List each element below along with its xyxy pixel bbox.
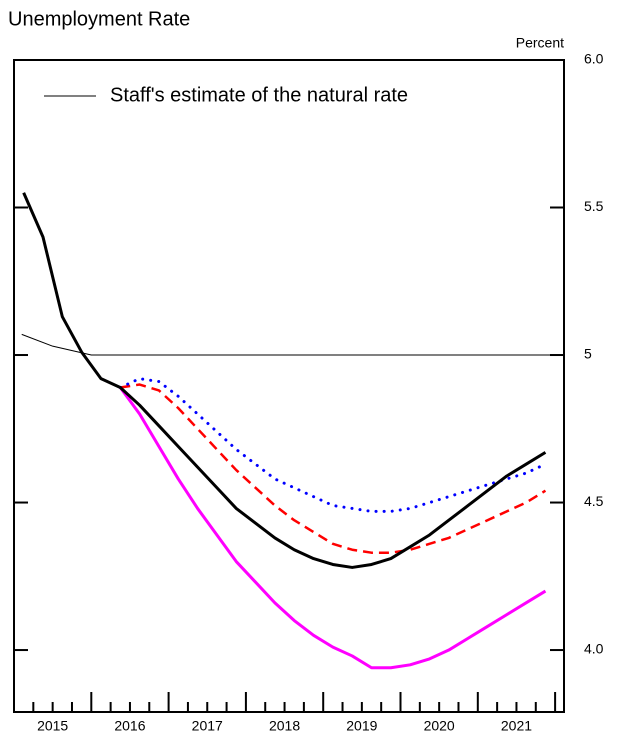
y-tick-label: 5	[584, 346, 592, 362]
y-tick-label: 5.5	[584, 198, 604, 214]
chart-title: Unemployment Rate	[8, 8, 190, 30]
x-tick-label: 2018	[269, 718, 300, 734]
y-axis-label: Percent	[516, 35, 564, 51]
series-line	[119, 386, 547, 670]
x-tick-label: 2021	[501, 718, 532, 734]
x-tick-label: 2020	[424, 718, 455, 734]
x-tick-label: 2019	[346, 718, 377, 734]
series-line	[120, 383, 547, 554]
x-tick-label: 2016	[114, 718, 145, 734]
series-line	[21, 333, 564, 356]
y-tick-label: 4.5	[584, 493, 604, 509]
legend-label: Staff's estimate of the natural rate	[110, 84, 408, 106]
x-tick-label: 2017	[192, 718, 223, 734]
series-line	[118, 377, 547, 513]
x-tick-label: 2015	[37, 718, 68, 734]
y-tick-label: 4.0	[584, 641, 604, 657]
plot-frame	[13, 59, 565, 713]
series-line	[22, 192, 547, 569]
y-tick-label: 6.0	[584, 51, 604, 67]
